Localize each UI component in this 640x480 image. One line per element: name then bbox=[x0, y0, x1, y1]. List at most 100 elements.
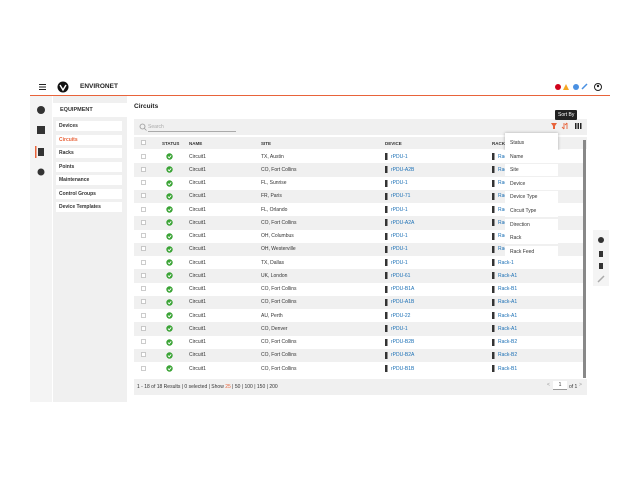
device-link[interactable]: rPDU-22 bbox=[391, 312, 411, 319]
table-row[interactable] bbox=[134, 309, 583, 323]
device-link[interactable]: rPDU-A1B bbox=[391, 299, 415, 306]
device-link[interactable]: rPDU-1 bbox=[391, 246, 408, 253]
rack-icon bbox=[492, 312, 495, 320]
menu-icon[interactable] bbox=[38, 83, 48, 91]
rail-icons[interactable] bbox=[35, 104, 47, 184]
site: CO, Fort Collins bbox=[261, 219, 297, 226]
toolbar bbox=[134, 119, 587, 135]
device-link[interactable]: rPDU-1 bbox=[391, 233, 408, 240]
device-link[interactable]: rPDU-1 bbox=[391, 180, 408, 187]
table-row[interactable] bbox=[134, 229, 583, 243]
sort-option[interactable]: Device Type bbox=[505, 191, 558, 204]
header-checkbox bbox=[141, 140, 146, 145]
rack-link[interactable]: Rack bbox=[498, 219, 510, 226]
rack-link[interactable]: Rack-1 bbox=[498, 259, 514, 266]
table-row[interactable] bbox=[134, 242, 583, 256]
device-link[interactable]: rPDU-71 bbox=[391, 193, 411, 200]
device-icon bbox=[385, 219, 388, 227]
rack-link[interactable]: Rack-B2 bbox=[498, 352, 518, 359]
page-size-options[interactable]: | 50 | 100 | 150 | 200 bbox=[232, 384, 278, 390]
rack-link[interactable]: Rack bbox=[498, 246, 510, 253]
table-row[interactable] bbox=[134, 348, 583, 362]
rack-link[interactable]: Rack bbox=[498, 180, 510, 187]
table-row[interactable] bbox=[134, 335, 583, 349]
table-row[interactable] bbox=[134, 150, 583, 164]
device-link[interactable]: rPDU-B1B bbox=[391, 365, 415, 372]
table-row[interactable] bbox=[134, 269, 583, 283]
sidebar-item[interactable]: Racks bbox=[56, 148, 122, 158]
sidebar-item[interactable]: Device Templates bbox=[56, 202, 122, 212]
rack-link[interactable]: Rack-A1 bbox=[498, 312, 518, 319]
next-page[interactable]: > bbox=[579, 382, 582, 388]
sidebar-item[interactable]: Maintenance bbox=[56, 175, 122, 185]
sort-option[interactable]: Rack Feed bbox=[505, 245, 558, 258]
table-row[interactable] bbox=[134, 282, 583, 296]
rack-link[interactable]: Rack bbox=[498, 166, 510, 173]
sidebar-item[interactable]: Circuits bbox=[56, 134, 122, 145]
search-input[interactable]: Search bbox=[148, 124, 236, 132]
rack-link[interactable]: Rack-A1 bbox=[498, 272, 518, 279]
device-link[interactable]: rPDU-1 bbox=[391, 153, 408, 160]
rack-link[interactable]: Rack-B1 bbox=[498, 286, 518, 293]
table-row[interactable] bbox=[134, 203, 583, 217]
row-checkbox bbox=[141, 312, 146, 318]
sidebar-item[interactable]: Points bbox=[56, 161, 122, 172]
table-row[interactable] bbox=[134, 189, 583, 203]
table-row[interactable] bbox=[134, 295, 583, 309]
device-link[interactable]: rPDU-1 bbox=[391, 206, 408, 213]
device-link[interactable]: rPDU-B1A bbox=[391, 286, 415, 293]
device-link[interactable]: rPDU-1 bbox=[391, 259, 408, 266]
row-checkbox bbox=[141, 180, 146, 185]
rack-link[interactable]: Rack-B2 bbox=[498, 339, 518, 346]
sort-option[interactable]: Device bbox=[505, 177, 558, 190]
rack-link[interactable]: Rack bbox=[498, 153, 510, 160]
sort-option[interactable]: Circuit Type bbox=[505, 205, 558, 217]
sort-option[interactable]: Status bbox=[505, 137, 558, 149]
device-link[interactable]: rPDU-B2B bbox=[391, 339, 415, 346]
rack-icon bbox=[492, 285, 495, 293]
rack-link[interactable]: Rack bbox=[498, 206, 510, 213]
device-link[interactable]: rPDU-B2A bbox=[391, 352, 415, 359]
status-ok bbox=[166, 285, 173, 293]
table-row[interactable] bbox=[134, 163, 583, 177]
rack-link[interactable]: Rack bbox=[498, 233, 510, 240]
sort-option[interactable]: Site bbox=[505, 164, 558, 177]
table-row[interactable] bbox=[134, 256, 583, 270]
sidebar-item[interactable]: Control Groups bbox=[56, 188, 122, 199]
status-ok bbox=[166, 352, 173, 359]
circuit-name: Circuit1 bbox=[189, 272, 206, 279]
device-link[interactable]: rPDU-A2B bbox=[391, 166, 415, 173]
table-row[interactable] bbox=[134, 216, 583, 230]
sort-option[interactable]: Rack bbox=[505, 232, 558, 245]
table-row[interactable] bbox=[134, 362, 583, 376]
row-checkbox bbox=[141, 299, 146, 305]
device-link[interactable]: rPDU-1 bbox=[391, 325, 408, 332]
sidebar-item[interactable]: Devices bbox=[56, 121, 122, 131]
table-header bbox=[134, 137, 587, 149]
scrollbar[interactable] bbox=[583, 140, 586, 378]
column-header: STATUS bbox=[162, 141, 180, 146]
table-row[interactable] bbox=[134, 322, 583, 336]
circuit-name: Circuit1 bbox=[189, 180, 206, 187]
status-ok bbox=[166, 179, 173, 187]
action-icons[interactable] bbox=[596, 235, 606, 283]
rack-link[interactable]: Rack bbox=[498, 193, 510, 200]
device-link[interactable]: rPDU-A2A bbox=[391, 219, 415, 226]
rack-link[interactable]: Rack-B1 bbox=[498, 365, 518, 372]
prev-page[interactable]: < bbox=[547, 382, 550, 388]
device-link[interactable]: rPDU-61 bbox=[391, 272, 411, 279]
device-icon bbox=[385, 153, 388, 161]
sort-option[interactable]: Direction bbox=[505, 218, 558, 231]
rack-link[interactable]: Rack-A1 bbox=[498, 325, 518, 332]
page-input[interactable]: 1 bbox=[553, 381, 567, 390]
device-icon bbox=[385, 272, 388, 280]
toolbar-icons[interactable] bbox=[550, 121, 584, 131]
sort-option[interactable]: Name bbox=[505, 150, 558, 163]
rack-link[interactable]: Rack-A1 bbox=[498, 299, 518, 306]
page-title: Circuits bbox=[134, 103, 159, 110]
status-ok bbox=[166, 259, 173, 266]
table-row[interactable] bbox=[134, 176, 583, 190]
sidebar-title: EQUIPMENT bbox=[60, 107, 93, 113]
header-icons[interactable] bbox=[553, 82, 605, 92]
page-size-active[interactable]: 25 bbox=[225, 384, 231, 390]
